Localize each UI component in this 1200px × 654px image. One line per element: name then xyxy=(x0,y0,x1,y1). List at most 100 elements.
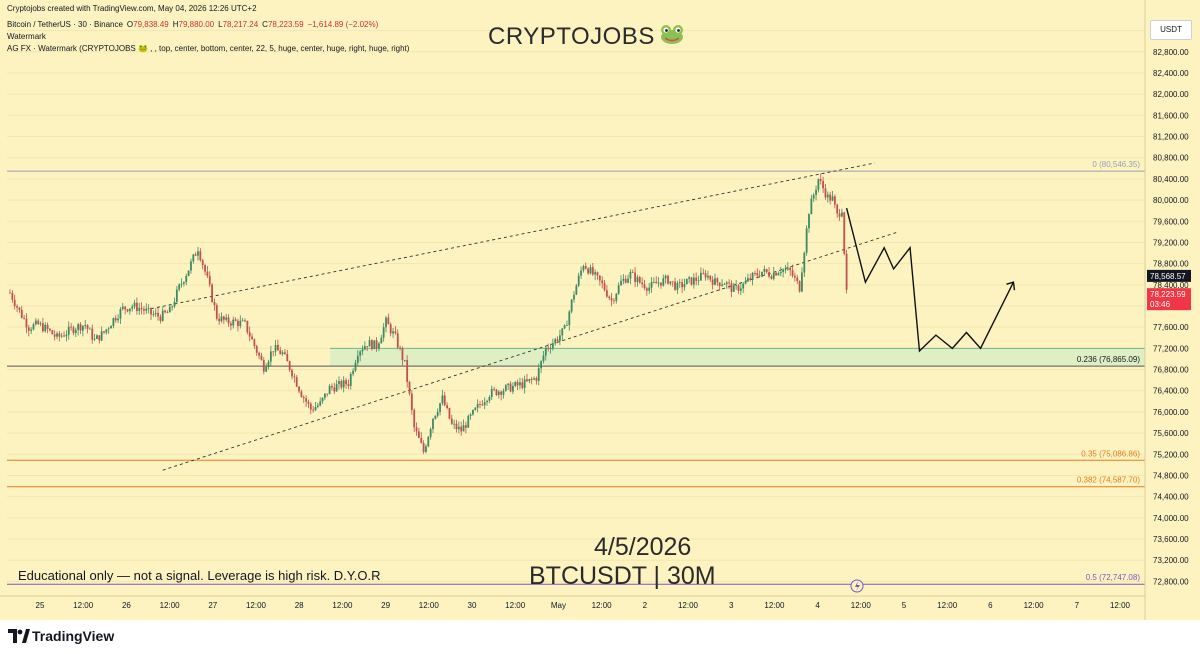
candle-body xyxy=(98,335,101,341)
candle-body xyxy=(366,346,369,347)
candle-body xyxy=(107,328,110,330)
time-tick-label: 27 xyxy=(208,601,217,610)
overlay-date: 4/5/2026 xyxy=(594,533,692,561)
demand-zone xyxy=(330,347,1145,367)
candle-body xyxy=(258,352,260,356)
candle-body xyxy=(58,333,61,337)
candle-body xyxy=(110,326,112,329)
candle-body xyxy=(227,317,230,324)
candle-body xyxy=(422,442,425,452)
candle-body xyxy=(519,382,521,386)
price-tick-label: 75,600.00 xyxy=(1153,429,1189,438)
candle-body xyxy=(601,280,604,284)
candle-body xyxy=(300,391,303,398)
candle-body xyxy=(723,284,726,285)
candle-body xyxy=(387,317,390,325)
candle-body xyxy=(681,282,683,288)
candle-body xyxy=(765,269,768,273)
candle-body xyxy=(671,281,674,283)
candle-body xyxy=(660,282,662,286)
candle-body xyxy=(566,325,568,326)
high-label: H xyxy=(172,20,179,29)
candle-body xyxy=(514,382,517,387)
candle-body xyxy=(81,325,84,331)
candle-body xyxy=(199,251,202,261)
price-tick-label: 76,000.00 xyxy=(1153,408,1189,417)
currency-button[interactable]: USDT xyxy=(1150,20,1192,40)
candle-body xyxy=(568,311,571,326)
candle-body xyxy=(335,384,338,392)
candle-body xyxy=(707,275,709,278)
candle-body xyxy=(239,320,242,326)
candle-body xyxy=(222,316,225,320)
candle-body xyxy=(556,339,559,341)
candle-body xyxy=(650,281,653,288)
candle-body xyxy=(789,267,792,271)
candle-body xyxy=(225,317,228,320)
candle-body xyxy=(530,379,533,380)
candle-body xyxy=(138,307,141,311)
price-tick-label: 76,400.00 xyxy=(1153,387,1189,396)
candle-body xyxy=(220,316,223,322)
candle-body xyxy=(253,339,256,347)
candle-body xyxy=(112,318,115,327)
candle-body xyxy=(291,369,293,377)
candle-body xyxy=(690,277,693,285)
candle-body xyxy=(429,428,432,437)
candle-body xyxy=(234,319,237,321)
last-price-label: 78,223.59 xyxy=(1150,290,1186,299)
candle-body xyxy=(674,281,676,290)
price-tick-label: 72,800.00 xyxy=(1153,577,1189,586)
watermark-indicator-label[interactable]: Watermark xyxy=(7,32,46,41)
time-tick-label: 12:00 xyxy=(1024,601,1045,610)
candle-body xyxy=(262,360,265,372)
candle-body xyxy=(194,254,197,256)
candle-body xyxy=(246,320,249,333)
candle-body xyxy=(93,338,96,340)
candle-body xyxy=(533,378,535,380)
candle-body xyxy=(622,278,625,281)
candle-body xyxy=(96,335,98,339)
candle-body xyxy=(751,272,754,280)
brand-watermark: CRYPTOJOBS xyxy=(488,22,685,53)
price-axis: 83,200.0082,800.0082,400.0082,000.0081,6… xyxy=(1144,0,1191,620)
projection-arrowhead xyxy=(1006,281,1016,291)
candle-body xyxy=(540,361,542,369)
candle-body xyxy=(20,309,23,318)
price-tick-label: 75,200.00 xyxy=(1153,450,1189,459)
candle-body xyxy=(512,386,514,392)
candle-body xyxy=(826,194,829,198)
candle-body xyxy=(692,277,695,285)
candle-body xyxy=(476,404,479,408)
credit-line: Cryptojobs created with TradingView.com,… xyxy=(7,4,257,13)
chart-area[interactable]: 0 (80,546.35) 0.236 (76,865.09) 0.35 (75,0… xyxy=(0,0,1200,620)
candle-body xyxy=(255,346,258,353)
candle-body xyxy=(392,331,394,334)
candle-body xyxy=(843,212,846,254)
candle-body xyxy=(791,270,794,276)
indicator-settings[interactable]: AG FX · Watermark (CRYPTOJOBS 🐸 , , top,… xyxy=(7,44,410,53)
candle-body xyxy=(570,299,573,312)
candle-body xyxy=(486,400,488,403)
candle-body xyxy=(272,351,275,353)
price-tick-label: 77,600.00 xyxy=(1153,323,1189,332)
candle-body xyxy=(13,299,16,307)
candle-body xyxy=(150,307,152,315)
candle-body xyxy=(260,355,263,361)
candle-body xyxy=(166,312,169,314)
candle-body xyxy=(204,265,206,272)
time-tick-label: 12:00 xyxy=(246,601,267,610)
candle-body xyxy=(244,320,246,322)
candle-body xyxy=(128,308,131,312)
price-chart[interactable]: 0 (80,546.35) 0.236 (76,865.09) 0.35 (75,0… xyxy=(0,0,1200,620)
candle-body xyxy=(168,306,171,313)
candle-body xyxy=(213,302,216,306)
disclaimer: Educational only — not a signal. Leverag… xyxy=(18,568,381,583)
candle-body xyxy=(683,284,686,288)
candle-body xyxy=(321,397,324,402)
price-tick-label: 79,200.00 xyxy=(1153,238,1189,247)
symbol-name[interactable]: Bitcoin / TetherUS · 30 · Binance xyxy=(7,20,123,29)
candle-body xyxy=(159,316,162,321)
candle-body xyxy=(493,388,495,390)
candle-body xyxy=(328,385,331,395)
